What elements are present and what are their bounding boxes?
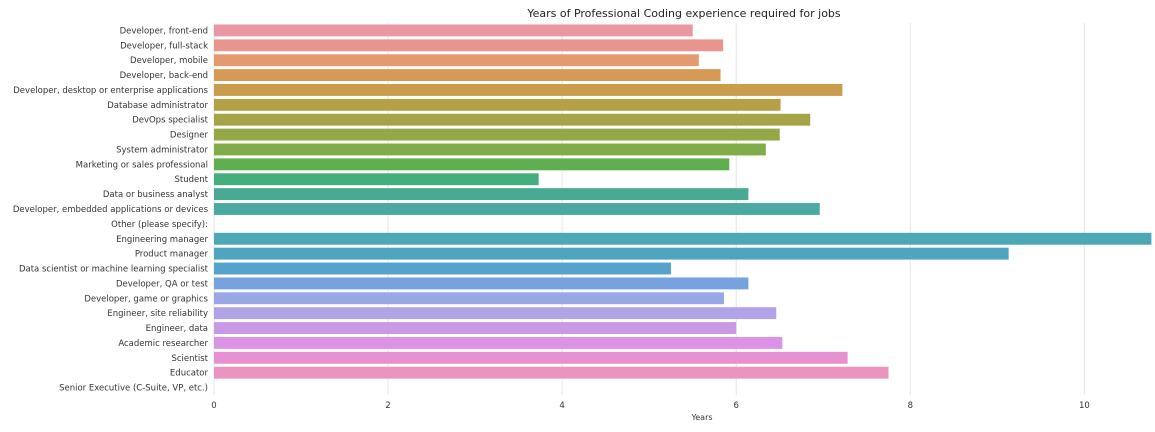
y-tick-label: Academic researcher: [118, 339, 208, 349]
bar: [214, 307, 777, 320]
bar: [214, 351, 848, 364]
y-tick-label: Developer, front-end: [120, 26, 208, 36]
x-tick-label: 4: [559, 401, 564, 411]
y-tick-label: Developer, desktop or enterprise applica…: [13, 86, 208, 96]
y-tick-label: Developer, game or graphics: [84, 294, 208, 304]
bar: [214, 366, 889, 379]
x-axis-label: Years: [690, 413, 712, 422]
y-tick-label: Database administrator: [107, 101, 208, 111]
bar: [214, 143, 766, 156]
chart-title: Years of Professional Coding experience …: [526, 7, 841, 20]
y-tick-label: Scientist: [171, 354, 208, 364]
x-tick-label: 2: [385, 401, 390, 411]
y-tick-label: Data or business analyst: [103, 190, 209, 200]
y-tick-label: Engineering manager: [116, 235, 208, 245]
y-tick-label: Marketing or sales professional: [76, 160, 208, 170]
bar: [214, 336, 783, 349]
y-tick-label: Other (please specify):: [111, 220, 208, 230]
bar: [214, 39, 724, 52]
bar: [214, 277, 749, 290]
bar: [214, 262, 671, 275]
bar: [214, 173, 539, 186]
bar: [214, 188, 749, 201]
y-tick-label: Developer, back-end: [120, 71, 208, 81]
bar: [214, 98, 781, 111]
bar: [214, 54, 699, 67]
x-tick-label: 6: [734, 401, 739, 411]
y-tick-label: Data scientist or machine learning speci…: [19, 265, 209, 275]
y-tick-label: Developer, full-stack: [120, 41, 208, 51]
y-tick-label: Student: [175, 175, 209, 185]
y-tick-label: Product manager: [135, 250, 209, 260]
bar: [214, 158, 730, 171]
x-tick-label: 10: [1079, 401, 1090, 411]
y-tick-label: Educator: [170, 369, 209, 379]
y-tick-label: Engineer, site reliability: [107, 309, 208, 319]
x-tick-label: 0: [211, 401, 216, 411]
y-tick-label: Developer, mobile: [130, 56, 208, 66]
bar: [214, 84, 843, 96]
y-tick-labels: Developer, front-end Developer, full-stac…: [13, 26, 209, 393]
bar: [214, 247, 1009, 260]
bar: [214, 292, 725, 305]
y-tick-label: Senior Executive (C-Suite, VP, etc.): [59, 384, 208, 394]
y-tick-label: Developer, QA or test: [116, 279, 209, 289]
bar: [214, 24, 693, 37]
x-tick-label: 8: [908, 401, 913, 411]
bar: [214, 128, 780, 141]
y-tick-label: Developer, embedded applications or devi…: [13, 205, 209, 215]
bar: [214, 69, 721, 82]
y-tick-label: System administrator: [116, 145, 208, 155]
bar: [214, 203, 820, 215]
bar: [214, 322, 737, 334]
y-tick-label: Designer: [170, 131, 209, 141]
x-tick-labels: 0 2 4 6 8 10: [211, 401, 1089, 411]
y-tick-label: Engineer, data: [146, 324, 208, 334]
bar: [214, 113, 811, 126]
bar: [214, 232, 1152, 245]
y-tick-label: DevOps specialist: [132, 116, 208, 126]
bars: [214, 24, 1152, 379]
